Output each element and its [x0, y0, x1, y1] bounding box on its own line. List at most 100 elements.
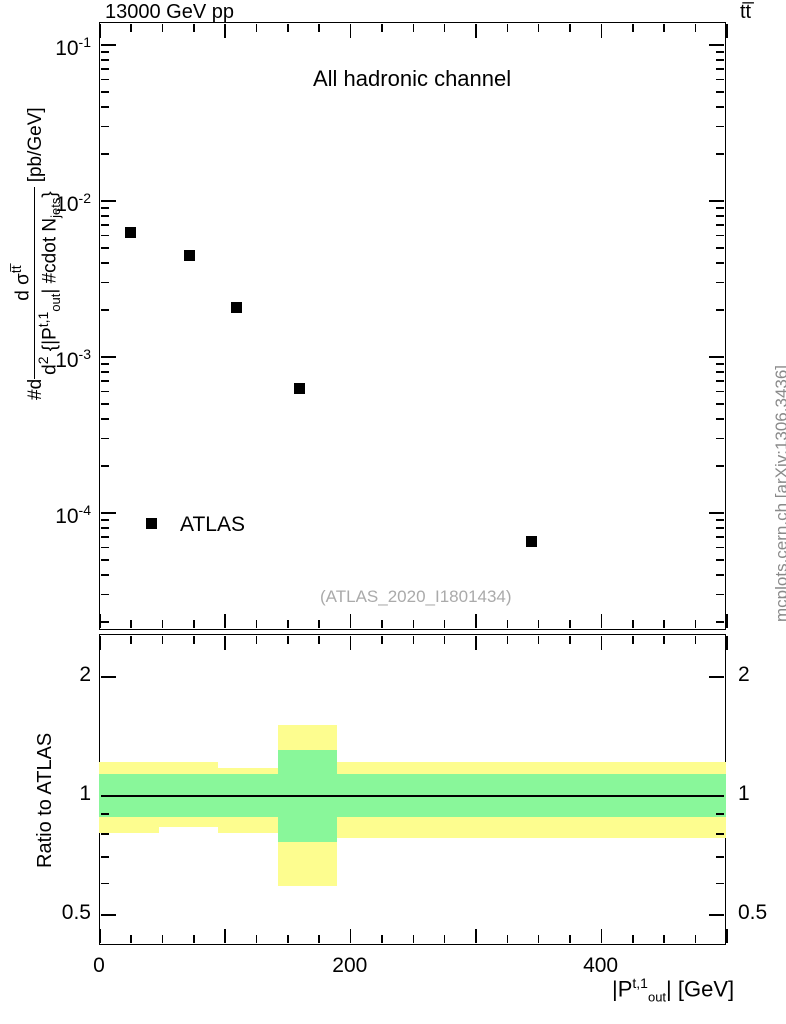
x-tick [318, 620, 321, 629]
y-minor-tick [716, 371, 725, 373]
y-tick-exponent: -4 [78, 502, 91, 518]
x-tick [506, 935, 509, 944]
x-tick [537, 620, 540, 629]
x-tick-label: 200 [332, 954, 368, 977]
legend-marker-atlas [146, 518, 157, 529]
y-minor-tick [716, 536, 725, 538]
y-minor-tick [100, 309, 109, 311]
y-minor-tick [100, 437, 109, 440]
y-minor-tick [716, 380, 725, 382]
x-axis-label: |Pt,1out| [GeV] [612, 975, 735, 1005]
x-tick [726, 614, 728, 629]
x-tick [381, 935, 383, 944]
y-tick-label: 10-3 [13, 344, 91, 371]
x-tick [537, 23, 540, 32]
x-tick [726, 23, 728, 38]
x-tick [130, 635, 132, 644]
x-tick [537, 635, 540, 644]
y-minor-tick [716, 215, 725, 217]
x-tick [631, 23, 634, 32]
watermark-text: mcplots.cern.ch [arXiv:1306.3436] [772, 364, 786, 622]
x-tick [224, 23, 226, 38]
y-minor-tick [100, 78, 109, 81]
ratio-y-axis-label: Ratio to ATLAS [34, 732, 56, 868]
y-major-tick [100, 356, 116, 358]
header-process: tt̅ [740, 1, 752, 23]
x-tick [443, 635, 446, 644]
x-tick [381, 23, 383, 32]
ratio-minor-tick [100, 833, 109, 835]
y-tick-label: 10-1 [13, 32, 91, 59]
x-tick [694, 620, 697, 629]
x-tick [694, 23, 697, 32]
y-minor-tick [716, 390, 725, 393]
y-minor-tick [100, 90, 109, 93]
x-tick [349, 929, 352, 944]
data-point [294, 382, 306, 394]
x-tick [318, 635, 321, 644]
y-major-tick [709, 200, 725, 202]
x-tick [443, 935, 446, 944]
main-plot-panel [99, 22, 726, 630]
ratio-major-tick [709, 795, 725, 797]
x-tick [161, 23, 164, 32]
y-tick-mantissa: 10 [55, 349, 79, 372]
x-tick [475, 635, 477, 650]
y-tick-exponent: -3 [78, 346, 91, 362]
x-tick [600, 929, 603, 944]
x-tick [694, 935, 697, 944]
y-major-tick [100, 512, 116, 514]
ratio-minor-tick [100, 813, 109, 815]
y-major-tick [709, 512, 725, 514]
ratio-major-tick [709, 676, 725, 678]
x-tick [318, 935, 321, 944]
ratio-major-tick [709, 914, 725, 916]
x-tick [287, 620, 289, 629]
y-minor-tick [100, 234, 109, 237]
x-tick [600, 614, 603, 629]
y-minor-tick [716, 402, 725, 405]
y-label-denominator: d2 {|Pt,1out| #cdot Njets} [34, 187, 64, 379]
x-tick [193, 23, 195, 32]
y-minor-tick [716, 90, 725, 93]
x-tick [726, 635, 728, 650]
x-tick [537, 935, 540, 944]
x-tick [161, 620, 164, 629]
x-tick [287, 23, 289, 32]
x-tick [663, 635, 665, 644]
y-tick-exponent: -1 [78, 34, 91, 50]
x-tick [318, 23, 321, 32]
y-minor-tick [716, 68, 725, 70]
x-tick [255, 23, 258, 32]
x-tick [99, 23, 101, 38]
y-minor-tick [716, 125, 725, 128]
y-minor-tick [716, 418, 725, 420]
y-minor-tick [716, 262, 725, 264]
y-minor-tick [716, 465, 725, 467]
y-minor-tick [100, 465, 109, 467]
ratio-major-tick [100, 795, 116, 797]
y-tick-label: 10-2 [13, 188, 91, 215]
y-label-unit: [pb/GeV] [24, 107, 46, 183]
x-tick [663, 935, 665, 944]
y-minor-tick [100, 593, 109, 596]
y-minor-tick [716, 78, 725, 81]
y-tick-mantissa: 10 [55, 505, 79, 528]
x-tick [726, 929, 728, 944]
x-tick [349, 635, 352, 650]
x-tick [349, 23, 352, 38]
legend-label-atlas: ATLAS [180, 513, 245, 536]
data-point [526, 535, 538, 547]
y-minor-tick [100, 51, 109, 53]
y-minor-tick [100, 153, 109, 155]
ratio-y-tick-label-right: 2 [738, 663, 750, 686]
y-minor-tick [100, 519, 109, 521]
y-major-tick [100, 44, 116, 46]
x-tick [193, 635, 195, 644]
x-tick [475, 614, 477, 629]
ratio-minor-tick [100, 882, 109, 885]
y-minor-tick [100, 390, 109, 393]
y-minor-tick [100, 224, 109, 226]
ratio-minor-tick [716, 833, 725, 835]
y-minor-tick [100, 281, 109, 284]
